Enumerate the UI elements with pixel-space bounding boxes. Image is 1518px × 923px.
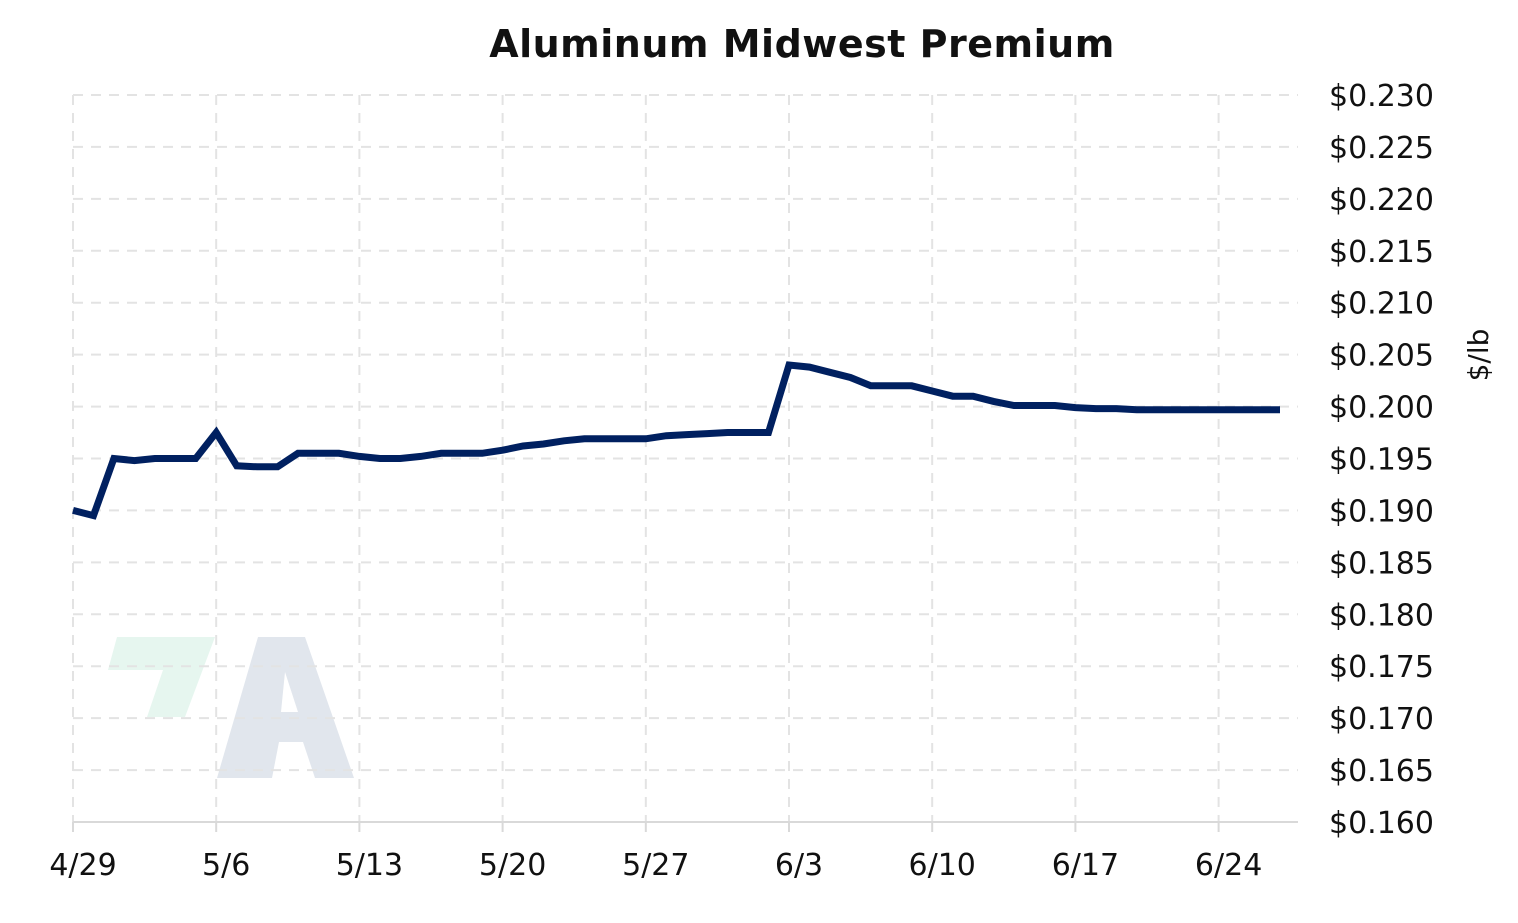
y-tick-label: $0.205 <box>1329 339 1434 374</box>
y-tick-label: $0.200 <box>1329 391 1434 426</box>
y-tick-label: $0.175 <box>1329 650 1434 685</box>
y-tick-label: $0.220 <box>1329 183 1434 218</box>
x-tick-label: 6/17 <box>1052 848 1119 883</box>
watermark-logo-icon <box>108 637 354 778</box>
x-tick-labels: 4/29 5/6 5/13 5/20 5/27 6/3 6/10 6/17 6/24 <box>49 848 1262 883</box>
x-axis <box>72 821 1298 832</box>
grid <box>72 94 1298 822</box>
y-axis-title: $/lb <box>1462 329 1495 382</box>
y-tick-label: $0.190 <box>1329 494 1434 529</box>
x-tick-label: 5/6 <box>202 848 250 883</box>
y-tick-label: $0.215 <box>1329 235 1434 270</box>
x-tick-label: 5/13 <box>336 848 403 883</box>
x-tick-label: 4/29 <box>49 848 116 883</box>
x-tick-label: 6/10 <box>909 848 976 883</box>
chart-title: Aluminum Midwest Premium <box>489 22 1115 66</box>
series-line <box>72 361 1280 520</box>
y-tick-label: $0.180 <box>1329 598 1434 633</box>
y-tick-label: $0.230 <box>1329 79 1434 114</box>
y-tick-labels: $0.230 $0.225 $0.220 $0.215 $0.210 $0.205 $0.2… <box>1329 79 1434 841</box>
x-tick-label: 5/20 <box>479 848 546 883</box>
y-tick-label: $0.195 <box>1329 443 1434 478</box>
y-tick-label: $0.210 <box>1329 287 1434 322</box>
x-tick-label: 6/24 <box>1195 848 1262 883</box>
y-tick-label: $0.160 <box>1329 806 1434 841</box>
series-layer <box>72 361 1280 520</box>
y-tick-label: $0.170 <box>1329 702 1434 737</box>
y-tick-label: $0.225 <box>1329 131 1434 166</box>
x-tick-label: 5/27 <box>622 848 689 883</box>
y-tick-label: $0.185 <box>1329 546 1434 581</box>
x-tick-label: 6/3 <box>775 848 823 883</box>
y-tick-label: $0.165 <box>1329 754 1434 789</box>
